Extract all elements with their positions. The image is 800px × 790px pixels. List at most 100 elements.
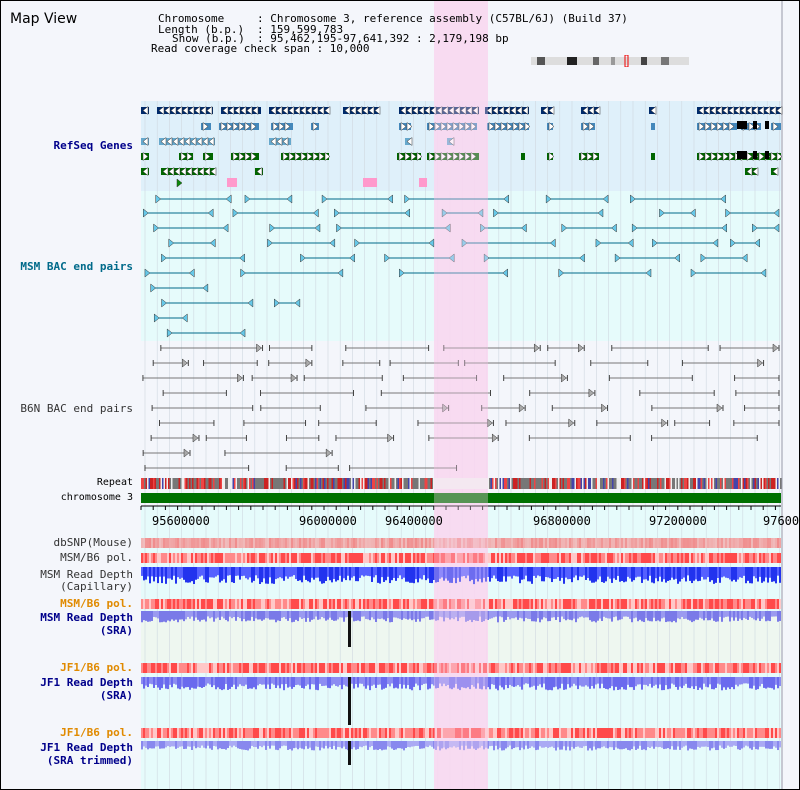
depth-bar [301, 567, 303, 583]
depth-bar [761, 567, 763, 583]
polymorphism-cell [417, 663, 419, 673]
strand-arrow [228, 105, 235, 116]
polymorphism-cell [301, 553, 303, 563]
depth-bar [205, 611, 207, 622]
track-label-jf1-depth-trim[interactable]: JF1 Read Depth [40, 741, 133, 754]
track-label-b6n-bac[interactable]: B6N BAC end pairs [20, 402, 133, 415]
polymorphism-cell [257, 538, 259, 548]
depth-bar [533, 677, 535, 686]
polymorphism-cell [669, 728, 671, 738]
polymorphism-cell [213, 538, 215, 548]
polymorphism-cell [233, 538, 235, 548]
strand-arrow [192, 433, 199, 443]
depth-bar [531, 741, 533, 747]
polymorphism-cell [705, 538, 707, 548]
strand-arrow [294, 151, 301, 162]
polymorphism-cell [341, 538, 343, 548]
polymorphism-cell [457, 553, 459, 563]
polymorphism-cell [667, 553, 669, 563]
track-label-msm-depth-cap[interactable]: MSM Read Depth [40, 568, 133, 581]
polymorphism-cell [695, 599, 697, 609]
polymorphism-cell [517, 553, 519, 563]
polymorphism-cell [297, 728, 299, 738]
depth-bar [633, 567, 635, 581]
polymorphism-cell [539, 553, 541, 563]
track-label-jf1-b6-pol-2[interactable]: JF1/B6 pol. [60, 726, 133, 739]
depth-bar [773, 677, 775, 690]
polymorphism-cell [425, 599, 427, 609]
polymorphism-cell [203, 663, 205, 673]
track-label-jf1-depth-sra[interactable]: JF1 Read Depth [40, 676, 133, 689]
strand-arrow [720, 194, 726, 204]
polymorphism-cell [593, 599, 595, 609]
depth-bar [633, 611, 635, 619]
strand-arrow [716, 151, 723, 162]
depth-bar [609, 677, 611, 689]
track-label-jf1-b6-pol[interactable]: JF1/B6 pol. [60, 661, 133, 674]
repeat-mark [360, 478, 362, 489]
depth-bar [419, 567, 421, 579]
depth-bar [311, 741, 313, 751]
track-label-repeat[interactable]: Repeat [96, 477, 133, 488]
track-label-msm-depth-sra[interactable]: MSM Read Depth [40, 611, 133, 624]
polymorphism-cell [555, 553, 557, 563]
depth-bar [773, 611, 775, 617]
depth-bar [591, 611, 593, 622]
track-label-chromosome[interactable]: chromosome 3 [60, 492, 133, 503]
polymorphism-cell [495, 728, 497, 738]
depth-bar [521, 741, 523, 748]
strand-arrow [318, 105, 325, 116]
polymorphism-cell [397, 538, 399, 548]
polymorphism-cell [769, 728, 771, 738]
polymorphism-cell [751, 663, 753, 673]
strand-arrow [300, 105, 307, 116]
polymorphism-cell [663, 728, 665, 738]
depth-bar [411, 567, 413, 583]
depth-bar [457, 611, 459, 622]
repeat-mark [411, 478, 413, 489]
repeat-mark [624, 478, 626, 489]
depth-bar [597, 741, 599, 749]
depth-bar [279, 677, 281, 689]
depth-bar [307, 677, 309, 685]
track-label-dbsnp[interactable]: dbSNP(Mouse) [53, 536, 133, 549]
depth-bar [739, 741, 741, 750]
repeat-mark [615, 478, 617, 489]
polymorphism-cell [251, 663, 253, 673]
depth-bar [143, 741, 145, 747]
strand-arrow [356, 105, 363, 116]
depth-bar [453, 677, 455, 688]
polymorphism-cell [373, 553, 375, 563]
track-label-msm-b6-pol-2[interactable]: MSM/B6 pol. [60, 597, 133, 610]
strand-arrow [436, 105, 443, 116]
strand-arrow [561, 373, 567, 383]
chromosome-ideogram[interactable] [529, 55, 691, 67]
polymorphism-cell [685, 663, 687, 673]
repeat-mark [249, 478, 251, 489]
depth-bar [653, 567, 655, 584]
strand-arrow [202, 283, 209, 293]
repeat-mark [388, 478, 390, 489]
depth-bar [573, 677, 575, 684]
repeat-mark [358, 478, 360, 489]
track-label-msm-b6-pol[interactable]: MSM/B6 pol. [60, 551, 133, 564]
polymorphism-cell [189, 728, 191, 738]
depth-bar [299, 741, 301, 748]
polymorphism-cell [457, 663, 459, 673]
depth-bar [243, 677, 245, 687]
depth-bar [759, 567, 761, 577]
depth-bar [699, 567, 701, 581]
polymorphism-cell [609, 599, 611, 609]
polymorphism-cell [419, 599, 421, 609]
track-label-refseq[interactable]: RefSeq Genes [53, 139, 133, 152]
polymorphism-cell [757, 599, 759, 609]
repeat-mark [498, 478, 500, 489]
polymorphism-cell [335, 728, 337, 738]
depth-bar [363, 741, 365, 747]
depth-bar [723, 611, 725, 618]
depth-bar [665, 677, 667, 686]
polymorphism-cell [447, 553, 449, 563]
repeat-mark [630, 478, 632, 489]
track-label-msm-bac[interactable]: MSM BAC end pairs [20, 260, 133, 273]
